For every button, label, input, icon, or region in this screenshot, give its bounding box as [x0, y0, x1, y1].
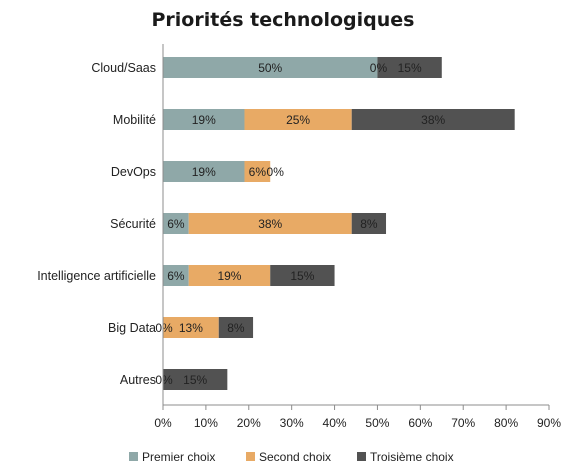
legend-swatch-troisieme-choix	[357, 452, 366, 461]
bar-devops-second-choix	[244, 161, 271, 182]
data-label-mobilite-troisieme-choix: 38%	[421, 113, 445, 127]
bar-mobilite-premier-choix	[163, 109, 245, 130]
data-label-securite-second-choix: 38%	[258, 217, 282, 231]
data-label-intelligence-artificielle-troisieme-choix: 15%	[290, 269, 314, 283]
data-label-cloud-saas-troisieme-choix: 15%	[398, 61, 422, 75]
chart-title: Priorités technologiques	[152, 9, 415, 31]
category-label-cloud-saas: Cloud/Saas	[91, 61, 156, 75]
x-tick-label: 0%	[154, 416, 172, 430]
data-label-devops-premier-choix: 19%	[192, 165, 216, 179]
x-tick-label: 20%	[237, 416, 261, 430]
bar-mobilite-second-choix	[244, 109, 352, 130]
legend-swatch-premier-choix	[129, 452, 138, 461]
bar-big-data-second-choix	[163, 317, 219, 338]
category-label-intelligence-artificielle: Intelligence artificielle	[37, 269, 156, 283]
x-tick-label: 50%	[365, 416, 389, 430]
bar-big-data-troisieme-choix	[218, 317, 254, 338]
bar-intelligence-artificielle-premier-choix	[163, 265, 189, 286]
data-label-autres-premier-choix: 0%	[155, 373, 173, 387]
data-label-securite-troisieme-choix: 8%	[360, 217, 378, 231]
bar-mobilite-troisieme-choix	[351, 109, 515, 130]
legend-label-premier-choix: Premier choix	[142, 450, 215, 464]
data-label-cloud-saas-premier-choix: 50%	[258, 61, 282, 75]
category-label-devops: DevOps	[111, 165, 156, 179]
x-tick-label: 70%	[451, 416, 475, 430]
category-label-securite: Sécurité	[110, 217, 156, 231]
data-label-devops-second-choix: 6%	[249, 165, 267, 179]
bar-devops-premier-choix	[163, 161, 245, 182]
category-label-autres: Autres	[120, 373, 156, 387]
category-label-big-data: Big Data	[108, 321, 156, 335]
data-label-intelligence-artificielle-second-choix: 19%	[217, 269, 241, 283]
data-label-devops-troisieme-choix: 0%	[267, 165, 285, 179]
x-tick-label: 10%	[194, 416, 218, 430]
bar-securite-second-choix	[188, 213, 352, 234]
bar-securite-troisieme-choix	[351, 213, 387, 234]
legend: Premier choix Second choix Troisième choix	[129, 450, 454, 464]
data-label-big-data-second-choix: 13%	[179, 321, 203, 335]
bar-intelligence-artificielle-second-choix	[188, 265, 271, 286]
data-label-big-data-premier-choix: 0%	[155, 321, 173, 335]
bar-autres-troisieme-choix	[163, 369, 228, 390]
x-tick-label: 30%	[280, 416, 304, 430]
data-label-autres-troisieme-choix: 15%	[183, 373, 207, 387]
x-tick-label: 90%	[537, 416, 561, 430]
bar-cloud-saas-troisieme-choix	[377, 57, 442, 78]
data-label-big-data-troisieme-choix: 8%	[227, 321, 245, 335]
data-label-mobilite-second-choix: 25%	[286, 113, 310, 127]
data-label-securite-premier-choix: 6%	[167, 217, 185, 231]
data-label-mobilite-premier-choix: 19%	[192, 113, 216, 127]
bar-securite-premier-choix	[163, 213, 189, 234]
data-label-intelligence-artificielle-premier-choix: 6%	[167, 269, 185, 283]
bar-cloud-saas-premier-choix	[163, 57, 378, 78]
x-tick-label: 80%	[494, 416, 518, 430]
axes-layer: Cloud/Saas Mobilité DevOps Sécurité Intellig…	[37, 44, 561, 430]
data-label-cloud-saas-second-choix: 0%	[370, 61, 388, 75]
bars-layer	[163, 57, 515, 390]
legend-swatch-second-choix	[246, 452, 255, 461]
legend-label-troisieme-choix: Troisième choix	[370, 450, 454, 464]
x-tick-label: 40%	[323, 416, 347, 430]
legend-label-second-choix: Second choix	[259, 450, 331, 464]
data-labels-layer: 50% 0% 15%19% 25% 38%19% 6% 0%6% 38% 8%6% 19% 15%0…	[155, 61, 445, 387]
bar-intelligence-artificielle-troisieme-choix	[270, 265, 335, 286]
x-tick-label: 60%	[408, 416, 432, 430]
category-label-mobilite: Mobilité	[113, 113, 156, 127]
